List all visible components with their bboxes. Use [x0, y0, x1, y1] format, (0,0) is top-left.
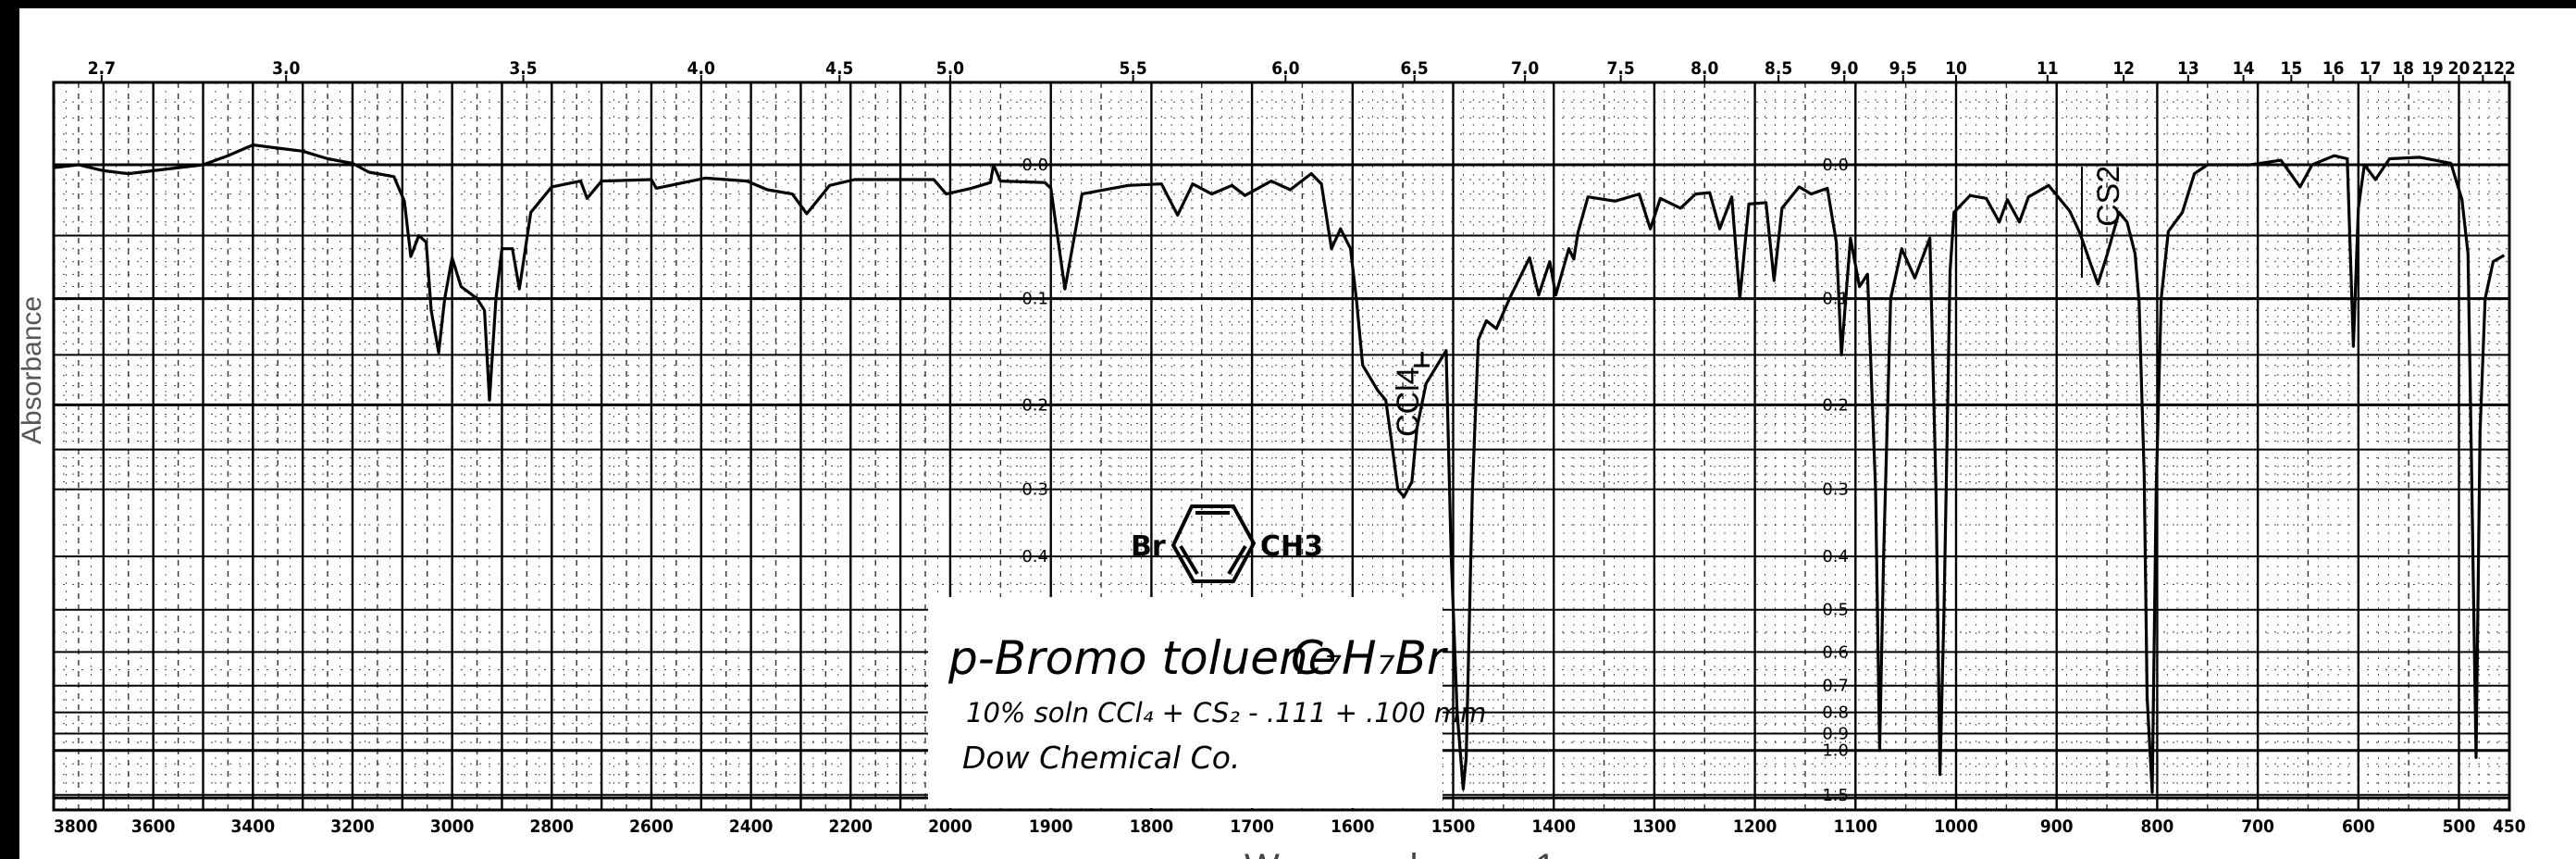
source-label: Dow Chemical Co.: [962, 740, 1240, 776]
wavenumber-tick-label: 3600: [131, 816, 176, 837]
micron-tick-label: 18: [2392, 58, 2414, 79]
wavenumber-tick-label: 2800: [530, 816, 575, 837]
absorbance-scale-label: 0.7: [1822, 677, 1849, 696]
wavenumber-tick-label: 1000: [1934, 816, 1978, 837]
wavenumber-tick-label: 3200: [330, 816, 375, 837]
micron-tick-label: 21: [2471, 58, 2494, 79]
scan-border-left: [0, 0, 19, 859]
wavenumber-tick-label: 2400: [729, 816, 774, 837]
compound-formula: C₇H₇Br: [1291, 631, 1449, 685]
micron-tick-label: 6.0: [1271, 58, 1299, 79]
wavenumber-tick-label: 2000: [928, 816, 972, 837]
micron-tick-label: 3.0: [272, 58, 300, 79]
structure-br-label: Br: [1131, 530, 1166, 563]
wavenumber-tick-label: 500: [2443, 816, 2476, 837]
wavenumber-tick-label: 2200: [828, 816, 873, 837]
scan-border-top: [0, 0, 2576, 8]
wavenumber-tick-label: 700: [2241, 816, 2274, 837]
wavenumber-tick-label: 1600: [1331, 816, 1375, 837]
absorbance-scale-label: 0.0: [1022, 156, 1048, 175]
wavenumber-tick-label: 1200: [1733, 816, 1777, 837]
absorbance-scale-label: 0.2: [1022, 395, 1048, 415]
absorbance-scale-label: 0.2: [1822, 395, 1849, 415]
micron-tick-label: 19: [2421, 58, 2444, 79]
micron-tick-label: 3.5: [509, 58, 537, 79]
micron-tick-label: 4.0: [687, 58, 715, 79]
absorbance-scale-label: 0.4: [1822, 547, 1849, 566]
wavenumber-tick-label: 600: [2342, 816, 2375, 837]
absorbance-scale-middle: 0.0 0.1 0.2 0.3 0.4: [1022, 156, 1048, 566]
wavenumber-tick-label: 1400: [1531, 816, 1576, 837]
ccl4-annotation: CCl4: [1391, 367, 1426, 437]
wavenumber-tick-label: 1900: [1029, 816, 1073, 837]
micron-tick-label: 15: [2280, 58, 2302, 79]
wavenumber-tick-label: 1100: [1834, 816, 1878, 837]
absorbance-scale-label: 0.1: [1022, 290, 1048, 309]
wavenumber-tick-label: 3000: [430, 816, 475, 837]
absorbance-scale-label: 1.5: [1822, 786, 1849, 805]
micron-tick-label: 2.7: [88, 58, 116, 79]
benzene-ring-structure: [1170, 504, 1257, 583]
micron-tick-label: 22: [2494, 58, 2516, 79]
sample-conditions: 10% soln CCl₄ + CS₂ - .111 + .100 mm: [966, 697, 1486, 728]
micron-tick-label: 5.0: [936, 58, 964, 79]
micron-tick-label: 7.5: [1607, 58, 1635, 79]
absorbance-scale-right: 0.0 0.1 0.2 0.3 0.4 0.5 0.6 0.7 0.80.91.0 1.5: [1822, 156, 1849, 805]
absorbance-scale-label: 1.0: [1822, 741, 1849, 761]
micron-tick-label: 7.0: [1511, 58, 1539, 79]
micron-tick-label: 5.5: [1119, 58, 1146, 79]
absorbance-scale-label: 0.6: [1822, 642, 1849, 662]
label-box: [928, 597, 1443, 808]
wavenumber-tick-label: 1500: [1431, 816, 1476, 837]
wavenumber-tick-label: 800: [2141, 816, 2174, 837]
micron-tick-label: 4.5: [825, 58, 853, 79]
absorbance-scale-label: 0.9: [1822, 724, 1849, 743]
wavenumber-tick-label: 900: [2040, 816, 2074, 837]
micron-tick-label: 20: [2448, 58, 2471, 79]
micron-tick-label: 14: [2233, 58, 2255, 79]
micron-tick-label: 8.0: [1690, 58, 1718, 79]
absorbance-scale-label: 0.1: [1822, 290, 1849, 309]
absorbance-scale-label: 0.8: [1822, 703, 1849, 723]
micron-tick-label: 9.5: [1889, 58, 1917, 79]
micron-tick-label: 12: [2112, 58, 2135, 79]
absorbance-scale-label: 0.0: [1822, 156, 1849, 175]
wavenumber-tick-label: 3400: [231, 816, 276, 837]
plot-frame: [52, 81, 2511, 812]
wavenumber-axis: 3800 3600 3400 3200 3000 2800 2600 2400 2200 2000…: [54, 816, 2526, 837]
absorbance-scale-label: 0.4: [1022, 547, 1048, 566]
micron-tick-label: 10: [1945, 58, 1967, 79]
wavenumber-tick-label: 1800: [1130, 816, 1174, 837]
micron-tick-label: 13: [2177, 58, 2199, 79]
spectrum-line: [53, 143, 2506, 794]
plot-border: [52, 81, 2511, 812]
micron-axis: 2.7 3.0 3.5 4.0 4.5 5.0 5.5 6.0 6.5 7.0 7.5 8.0 8.5 9…: [88, 58, 2516, 82]
compound-name: p-Bromo toluene: [947, 631, 1336, 685]
y-axis-title: Absorbance: [17, 296, 47, 444]
micron-tick-label: 6.5: [1401, 58, 1429, 79]
micron-tick-label: 11: [2037, 58, 2059, 79]
wavenumber-tick-label: 2600: [629, 816, 674, 837]
micron-tick-label: 8.5: [1765, 58, 1792, 79]
micron-tick-label: 9.0: [1830, 58, 1858, 79]
x-axis-title: Wavenumber cm-1: [1245, 847, 1555, 859]
absorbance-scale-label: 0.3: [1022, 480, 1048, 500]
structure-ch3-label: CH3: [1260, 530, 1323, 563]
cs2-annotation: CS2: [2091, 166, 2126, 227]
wavenumber-tick-label: 450: [2493, 816, 2526, 837]
micron-tick-label: 17: [2359, 58, 2382, 79]
wavenumber-tick-label: 1300: [1632, 816, 1677, 837]
wavenumber-tick-label: 3800: [54, 816, 98, 837]
micron-tick-label: 16: [2322, 58, 2345, 79]
absorbance-scale-label: 0.5: [1822, 601, 1849, 620]
absorbance-scale-label: 0.3: [1822, 480, 1849, 500]
wavenumber-tick-label: 1700: [1230, 816, 1274, 837]
